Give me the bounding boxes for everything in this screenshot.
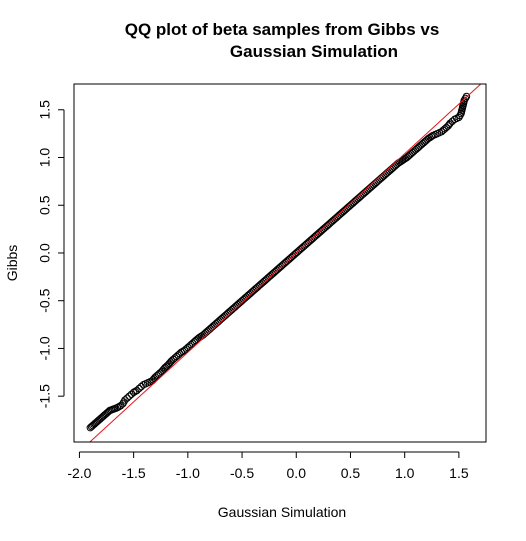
x-tick-label: -1.0 [176, 465, 200, 481]
qq-point [165, 359, 174, 368]
qq-point [123, 394, 131, 402]
qq-point [427, 132, 436, 141]
y-axis: -1.5 -1.0 -0.5 0.0 0.5 1.0 1.5 [37, 100, 65, 408]
qq-point [462, 92, 471, 101]
qq-point [119, 400, 127, 408]
x-tick-label: -1.5 [122, 465, 146, 481]
y-tick-label: 1.5 [37, 100, 53, 120]
chart-title-line-2: Gaussian Simulation [230, 42, 398, 61]
qq-point [125, 392, 133, 400]
qq-point [133, 386, 141, 395]
x-tick-label: 0.5 [341, 465, 361, 481]
x-axis-label: Gaussian Simulation [218, 504, 346, 520]
qq-point [159, 366, 167, 374]
qq-point [135, 384, 143, 393]
y-tick-label: 0.5 [37, 195, 53, 215]
y-axis-label: Gibbs [4, 245, 20, 282]
x-tick-label: 0.0 [287, 465, 307, 481]
y-tick-label: 0.0 [37, 243, 53, 263]
qq-point [121, 396, 129, 404]
y-tick-label: -1.0 [37, 336, 53, 360]
x-axis: -2.0 -1.5 -1.0 -0.5 0.0 0.5 1.0 1.5 [67, 451, 469, 481]
y-tick-label: -0.5 [37, 288, 53, 312]
qq-point [149, 375, 157, 384]
qq-point [461, 94, 470, 103]
y-tick-label: -1.5 [37, 384, 53, 408]
x-tick-label: 1.5 [449, 465, 469, 481]
qq-point [460, 96, 469, 104]
qq-point [446, 119, 454, 127]
chart-title-line-1: QQ plot of beta samples from Gibbs vs [125, 20, 440, 39]
x-tick-label: -0.5 [230, 465, 254, 481]
reference-line [89, 84, 482, 442]
x-tick-label: 1.0 [395, 465, 415, 481]
plot-area [86, 84, 482, 442]
y-tick-label: 1.0 [37, 148, 53, 168]
x-tick-label: -2.0 [67, 465, 91, 481]
plot-frame [73, 83, 487, 443]
qq-point [456, 111, 464, 120]
